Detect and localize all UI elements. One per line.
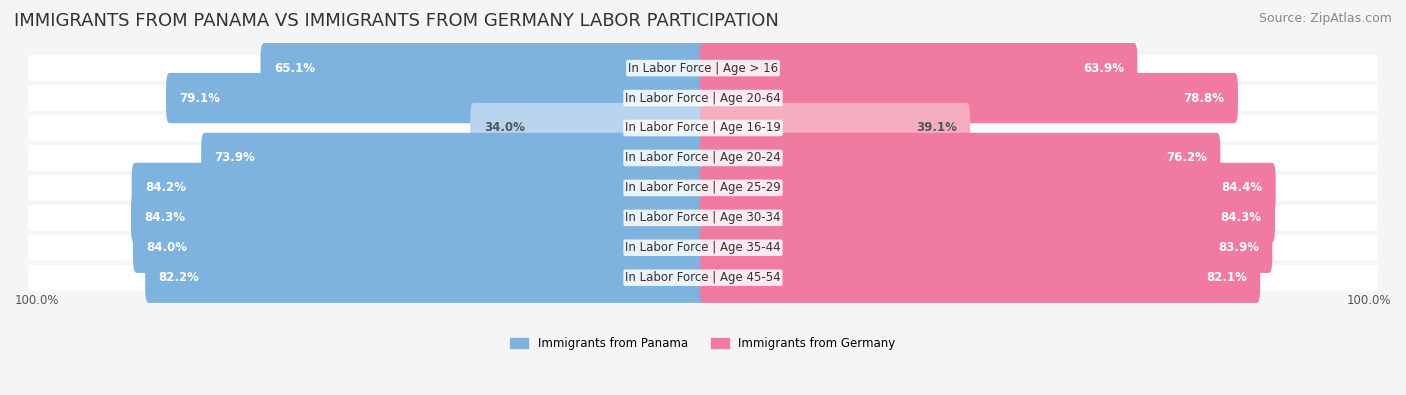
FancyBboxPatch shape <box>700 252 1260 303</box>
Text: In Labor Force | Age 30-34: In Labor Force | Age 30-34 <box>626 211 780 224</box>
FancyBboxPatch shape <box>28 55 1378 81</box>
Text: 84.4%: 84.4% <box>1220 181 1263 194</box>
Text: 82.1%: 82.1% <box>1206 271 1247 284</box>
Text: 78.8%: 78.8% <box>1184 92 1225 105</box>
FancyBboxPatch shape <box>131 193 706 243</box>
Text: 65.1%: 65.1% <box>274 62 315 75</box>
Text: 39.1%: 39.1% <box>915 122 956 135</box>
Text: 82.2%: 82.2% <box>159 271 200 284</box>
FancyBboxPatch shape <box>700 223 1272 273</box>
Text: 100.0%: 100.0% <box>15 294 59 307</box>
FancyBboxPatch shape <box>700 163 1275 213</box>
Text: 83.9%: 83.9% <box>1218 241 1258 254</box>
Text: 84.0%: 84.0% <box>146 241 187 254</box>
Text: 100.0%: 100.0% <box>1347 294 1391 307</box>
FancyBboxPatch shape <box>470 103 706 153</box>
Text: 34.0%: 34.0% <box>484 122 524 135</box>
FancyBboxPatch shape <box>28 265 1378 291</box>
FancyBboxPatch shape <box>132 163 706 213</box>
Text: In Labor Force | Age 45-54: In Labor Force | Age 45-54 <box>626 271 780 284</box>
FancyBboxPatch shape <box>28 175 1378 201</box>
Text: In Labor Force | Age > 16: In Labor Force | Age > 16 <box>628 62 778 75</box>
Text: In Labor Force | Age 35-44: In Labor Force | Age 35-44 <box>626 241 780 254</box>
Text: In Labor Force | Age 20-64: In Labor Force | Age 20-64 <box>626 92 780 105</box>
FancyBboxPatch shape <box>700 133 1220 183</box>
Text: 84.3%: 84.3% <box>1220 211 1261 224</box>
Legend: Immigrants from Panama, Immigrants from Germany: Immigrants from Panama, Immigrants from … <box>506 332 900 355</box>
Text: 76.2%: 76.2% <box>1166 151 1206 164</box>
FancyBboxPatch shape <box>134 223 706 273</box>
FancyBboxPatch shape <box>28 145 1378 171</box>
FancyBboxPatch shape <box>700 43 1137 93</box>
FancyBboxPatch shape <box>28 235 1378 261</box>
FancyBboxPatch shape <box>28 85 1378 111</box>
Text: 84.2%: 84.2% <box>145 181 186 194</box>
FancyBboxPatch shape <box>700 73 1237 123</box>
FancyBboxPatch shape <box>28 205 1378 231</box>
Text: IMMIGRANTS FROM PANAMA VS IMMIGRANTS FROM GERMANY LABOR PARTICIPATION: IMMIGRANTS FROM PANAMA VS IMMIGRANTS FRO… <box>14 12 779 30</box>
Text: In Labor Force | Age 25-29: In Labor Force | Age 25-29 <box>626 181 780 194</box>
Text: In Labor Force | Age 20-24: In Labor Force | Age 20-24 <box>626 151 780 164</box>
Text: In Labor Force | Age 16-19: In Labor Force | Age 16-19 <box>626 122 780 135</box>
Text: Source: ZipAtlas.com: Source: ZipAtlas.com <box>1258 12 1392 25</box>
FancyBboxPatch shape <box>201 133 706 183</box>
FancyBboxPatch shape <box>145 252 706 303</box>
FancyBboxPatch shape <box>28 115 1378 141</box>
Text: 84.3%: 84.3% <box>145 211 186 224</box>
Text: 73.9%: 73.9% <box>215 151 256 164</box>
FancyBboxPatch shape <box>700 103 970 153</box>
Text: 79.1%: 79.1% <box>180 92 221 105</box>
FancyBboxPatch shape <box>260 43 706 93</box>
FancyBboxPatch shape <box>166 73 706 123</box>
Text: 63.9%: 63.9% <box>1083 62 1123 75</box>
FancyBboxPatch shape <box>700 193 1275 243</box>
